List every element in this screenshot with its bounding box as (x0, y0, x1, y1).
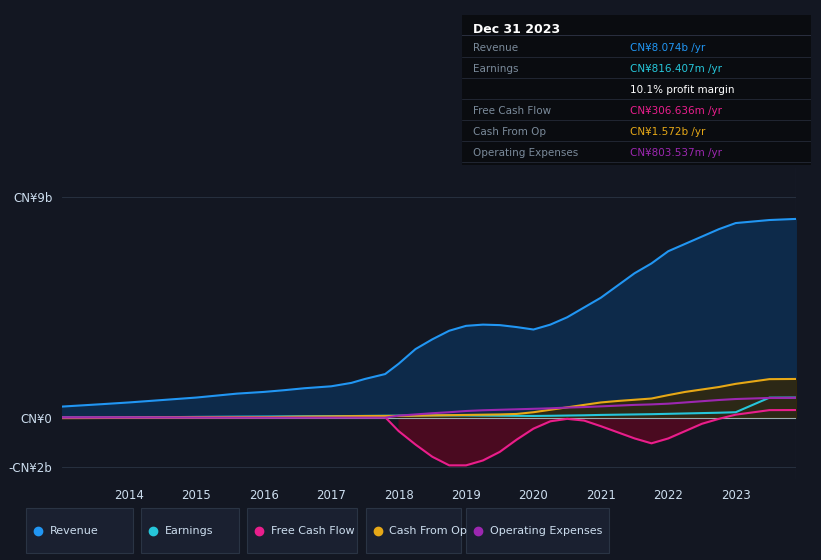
Text: 10.1% profit margin: 10.1% profit margin (630, 85, 734, 95)
Text: Operating Expenses: Operating Expenses (473, 148, 578, 158)
Text: CN¥1.572b /yr: CN¥1.572b /yr (630, 127, 705, 137)
FancyBboxPatch shape (25, 508, 133, 553)
Text: Free Cash Flow: Free Cash Flow (473, 106, 551, 116)
Text: CN¥8.074b /yr: CN¥8.074b /yr (630, 43, 705, 53)
Text: Earnings: Earnings (473, 64, 518, 74)
Text: Dec 31 2023: Dec 31 2023 (473, 22, 560, 36)
Text: Operating Expenses: Operating Expenses (490, 526, 603, 535)
Text: CN¥803.537m /yr: CN¥803.537m /yr (630, 148, 722, 158)
Text: Earnings: Earnings (165, 526, 213, 535)
Text: Revenue: Revenue (473, 43, 518, 53)
Text: CN¥816.407m /yr: CN¥816.407m /yr (630, 64, 722, 74)
Text: Revenue: Revenue (49, 526, 99, 535)
FancyBboxPatch shape (466, 508, 608, 553)
Text: Cash From Op: Cash From Op (473, 127, 546, 137)
FancyBboxPatch shape (365, 508, 461, 553)
Text: CN¥306.636m /yr: CN¥306.636m /yr (630, 106, 722, 116)
FancyBboxPatch shape (247, 508, 357, 553)
Text: Cash From Op: Cash From Op (389, 526, 467, 535)
Text: Free Cash Flow: Free Cash Flow (271, 526, 355, 535)
FancyBboxPatch shape (141, 508, 239, 553)
